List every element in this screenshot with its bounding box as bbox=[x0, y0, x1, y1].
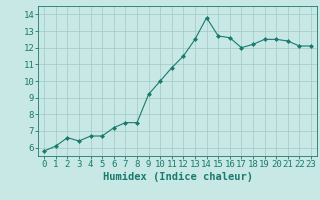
X-axis label: Humidex (Indice chaleur): Humidex (Indice chaleur) bbox=[103, 172, 252, 182]
